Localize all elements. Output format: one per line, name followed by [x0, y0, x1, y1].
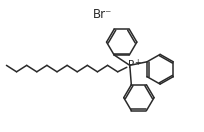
- Text: +: +: [134, 58, 140, 67]
- Text: P: P: [128, 60, 134, 70]
- Text: Br⁻: Br⁻: [92, 8, 112, 21]
